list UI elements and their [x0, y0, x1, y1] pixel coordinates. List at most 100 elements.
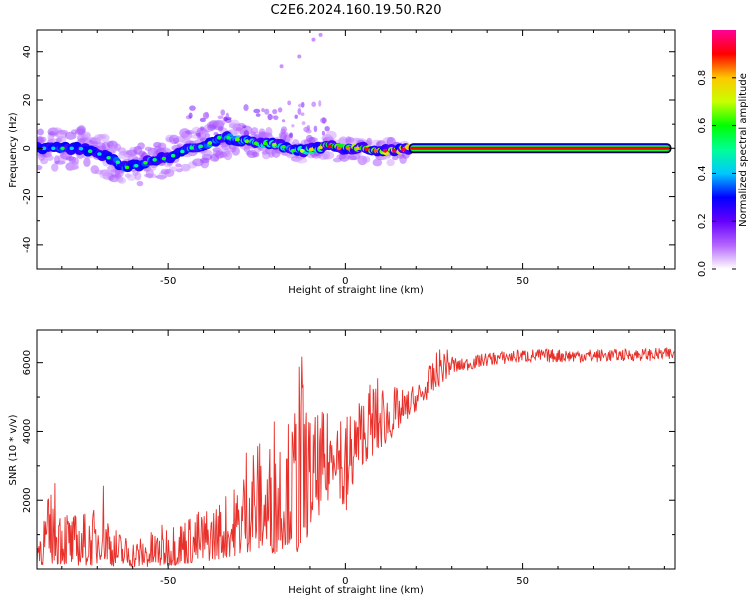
spectrogram-panel: -50 0 50 -40 -20 0 20 40 Height of straight lin… — [8, 29, 676, 296]
spectral-peak — [87, 149, 93, 153]
snr-panel: -50 0 50 2000 4000 6000 Height of straight li… — [8, 329, 676, 596]
snr-y-tick-label: 6000 — [22, 350, 33, 375]
spectral-outlier — [318, 32, 323, 37]
spectral-peak — [170, 153, 176, 158]
spectral-peak — [97, 152, 102, 156]
spectral-outlier — [264, 108, 270, 115]
spectral-peak — [78, 146, 84, 151]
spectral-peak — [152, 157, 157, 162]
spectral-outlier — [255, 113, 261, 117]
snr-frame — [36, 329, 676, 570]
spectral-peak — [318, 145, 323, 150]
spectral-outlier — [269, 115, 276, 119]
snr-series-line — [36, 347, 675, 568]
spectral-outlier — [324, 125, 330, 132]
colorbar-ticks: 0.0 0.2 0.4 0.6 0.8 — [697, 70, 736, 277]
spectral-haze — [76, 125, 86, 135]
spectral-haze — [37, 164, 43, 171]
spectral-outlier — [253, 108, 261, 114]
spectral-outlier — [217, 115, 224, 120]
colorbar-tick-label: 0.4 — [697, 165, 708, 181]
spectral-peak — [69, 146, 74, 151]
spectrogram-plot-area — [37, 32, 672, 187]
spectral-haze — [176, 168, 183, 173]
spectral-haze — [40, 158, 48, 165]
spectral-haze — [386, 159, 395, 167]
spectrogram-frame — [36, 29, 676, 270]
spectral-haze — [229, 119, 240, 129]
spectral-haze — [175, 163, 182, 168]
spectrogram-y-tick-label: 40 — [22, 45, 33, 58]
spectral-haze — [362, 156, 371, 163]
spectrogram-ylabel: Frequency (Hz) — [8, 112, 19, 188]
spectral-haze — [70, 165, 80, 170]
spectral-peak — [115, 160, 121, 165]
colorbar-label: Normalized spectral amplitude — [738, 73, 749, 227]
spectral-haze — [372, 158, 383, 167]
spectral-peak — [51, 146, 56, 151]
spectrogram-ticks: -50 0 50 -40 -20 0 20 40 — [22, 30, 675, 287]
spectral-outlier — [188, 112, 193, 119]
spectral-haze — [58, 129, 69, 135]
spectral-peak — [235, 137, 240, 142]
spectral-outlier — [318, 100, 322, 107]
snr-y-tick-label: 4000 — [22, 419, 33, 444]
spectral-outlier — [297, 107, 302, 115]
spectral-peak — [382, 148, 388, 153]
spectral-peak — [355, 146, 360, 151]
spectral-outlier — [287, 100, 292, 106]
spectral-haze — [127, 174, 137, 181]
colorbar-gradient — [712, 30, 736, 269]
spectral-haze — [176, 143, 183, 148]
spectral-haze — [136, 180, 144, 187]
spectrogram-xlabel: Height of straight line (km) — [288, 285, 424, 296]
spectral-outlier — [280, 128, 286, 135]
snr-ticks: -50 0 50 2000 4000 6000 — [22, 330, 675, 587]
spectral-peak — [60, 146, 65, 151]
spectral-peak — [299, 148, 305, 153]
spectral-haze — [99, 133, 110, 143]
spectral-peak — [290, 148, 296, 153]
spectral-peak — [327, 144, 332, 149]
spectral-peak — [253, 141, 259, 146]
spectral-haze — [54, 160, 66, 165]
spectral-outlier — [277, 107, 283, 113]
spectral-outlier — [205, 111, 209, 118]
spectral-peak — [161, 156, 167, 161]
spectral-peak — [392, 148, 397, 153]
spectral-haze — [265, 126, 273, 137]
spectral-outlier — [195, 132, 201, 137]
spectrogram-y-tick-label: -40 — [22, 237, 33, 253]
spectral-outlier — [199, 117, 206, 123]
snr-xlabel: Height of straight line (km) — [288, 585, 424, 596]
spectrogram-x-tick-label: 50 — [516, 276, 529, 287]
spectral-outlier — [311, 37, 316, 42]
spectral-outlier — [217, 125, 224, 132]
spectral-peak — [207, 141, 213, 145]
spectral-outlier — [321, 130, 325, 136]
chart-title: C2E6.2024.160.19.50.R20 — [270, 3, 441, 18]
spectral-peak — [134, 163, 139, 168]
spectral-haze — [251, 151, 260, 158]
spectral-haze — [147, 173, 157, 179]
spectral-peak — [41, 146, 47, 151]
spectral-haze — [322, 151, 335, 160]
spectral-outlier — [313, 125, 318, 133]
colorbar-tick-label: 0.2 — [697, 213, 708, 229]
spectral-haze — [83, 131, 91, 138]
spectral-haze — [51, 163, 59, 172]
spectral-peak — [244, 139, 250, 144]
spectrogram-y-tick-label: -20 — [22, 188, 33, 204]
snr-y-tick-label: 2000 — [22, 487, 33, 512]
spectral-outlier — [225, 112, 230, 119]
spectral-outlier — [204, 133, 211, 138]
spectral-outlier — [298, 103, 303, 108]
spectral-haze — [168, 166, 178, 172]
spectral-haze — [223, 150, 233, 161]
snr-x-tick-label: 50 — [516, 576, 529, 587]
spectral-haze — [37, 128, 44, 136]
spectral-peak — [309, 147, 314, 152]
spectral-peak — [198, 144, 203, 149]
spectral-outlier — [250, 131, 256, 136]
